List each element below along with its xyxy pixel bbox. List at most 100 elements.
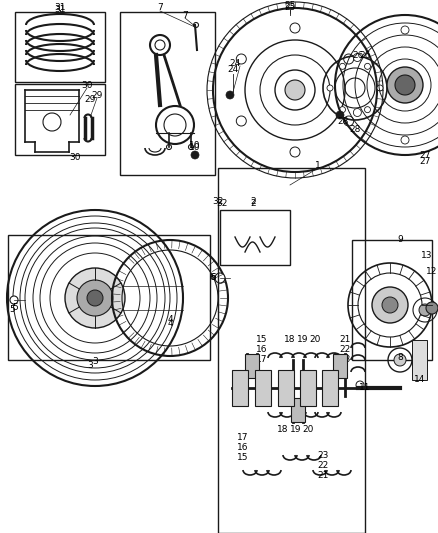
Text: 23: 23 xyxy=(317,450,328,459)
Text: 16: 16 xyxy=(237,442,249,451)
Text: 22: 22 xyxy=(339,345,351,354)
Text: 32: 32 xyxy=(216,199,228,208)
Bar xyxy=(333,354,347,378)
Circle shape xyxy=(226,91,234,99)
Text: 6: 6 xyxy=(209,273,215,282)
Bar xyxy=(278,370,294,406)
Text: 28: 28 xyxy=(350,125,360,134)
Circle shape xyxy=(364,63,371,69)
Text: 25: 25 xyxy=(284,3,296,12)
Text: 7: 7 xyxy=(182,11,188,20)
Text: 12: 12 xyxy=(426,268,438,277)
Bar xyxy=(220,210,290,265)
Text: 6: 6 xyxy=(210,272,216,281)
Bar xyxy=(8,235,210,360)
Circle shape xyxy=(237,116,246,126)
Text: 13: 13 xyxy=(421,251,433,260)
Text: 18: 18 xyxy=(284,335,296,344)
Bar xyxy=(120,12,215,175)
Bar xyxy=(291,398,305,422)
Text: 2: 2 xyxy=(250,198,256,207)
Bar xyxy=(300,370,316,406)
Text: 3: 3 xyxy=(92,358,98,367)
Circle shape xyxy=(419,304,431,316)
Text: 5: 5 xyxy=(9,305,15,314)
Text: 21: 21 xyxy=(339,335,351,344)
Text: 18: 18 xyxy=(277,425,289,434)
Circle shape xyxy=(215,273,225,283)
Text: 15: 15 xyxy=(256,335,268,344)
Text: 24: 24 xyxy=(227,66,239,75)
Text: 19: 19 xyxy=(290,425,302,434)
Text: 28: 28 xyxy=(337,117,349,126)
Circle shape xyxy=(394,354,406,366)
Circle shape xyxy=(382,297,398,313)
Circle shape xyxy=(344,54,354,64)
Bar xyxy=(322,370,338,406)
Text: 14: 14 xyxy=(414,376,426,384)
Text: 29: 29 xyxy=(91,91,102,100)
Text: 5: 5 xyxy=(12,303,18,311)
Text: 25: 25 xyxy=(284,2,296,11)
Text: 24: 24 xyxy=(230,59,240,68)
Bar xyxy=(412,340,427,380)
Text: 22: 22 xyxy=(318,461,328,470)
Circle shape xyxy=(372,287,408,323)
Circle shape xyxy=(65,268,125,328)
Circle shape xyxy=(77,280,113,316)
Text: 8: 8 xyxy=(397,353,403,362)
Bar xyxy=(352,240,432,360)
Circle shape xyxy=(339,107,346,112)
Text: 10: 10 xyxy=(189,142,201,151)
Text: 27: 27 xyxy=(419,150,431,159)
Circle shape xyxy=(87,290,103,306)
Bar xyxy=(232,370,248,406)
Circle shape xyxy=(364,107,371,112)
Text: 31: 31 xyxy=(54,4,66,13)
Text: 26: 26 xyxy=(359,51,371,60)
Circle shape xyxy=(191,151,199,159)
Circle shape xyxy=(377,85,383,91)
Text: 17: 17 xyxy=(237,432,249,441)
Text: 1: 1 xyxy=(315,160,321,169)
Text: 4: 4 xyxy=(167,319,173,327)
Text: 26: 26 xyxy=(352,51,364,60)
Circle shape xyxy=(353,53,361,61)
Text: 32: 32 xyxy=(212,198,224,206)
Bar xyxy=(245,354,259,378)
Circle shape xyxy=(387,67,423,103)
Text: 27: 27 xyxy=(419,157,431,166)
Text: 4: 4 xyxy=(167,316,173,325)
Circle shape xyxy=(285,80,305,100)
Bar xyxy=(255,370,271,406)
Circle shape xyxy=(336,111,344,119)
Text: 31: 31 xyxy=(54,3,66,12)
Circle shape xyxy=(395,75,415,95)
Text: 15: 15 xyxy=(237,453,249,462)
Text: 20: 20 xyxy=(309,335,321,344)
Circle shape xyxy=(237,54,246,64)
Text: 16: 16 xyxy=(256,345,268,354)
Text: 10: 10 xyxy=(189,141,201,149)
Circle shape xyxy=(401,136,409,144)
Bar xyxy=(15,12,105,82)
Circle shape xyxy=(356,381,364,389)
Text: 20: 20 xyxy=(302,425,314,434)
Text: 21: 21 xyxy=(317,471,328,480)
Text: 30: 30 xyxy=(69,154,81,163)
Text: 2: 2 xyxy=(250,198,256,206)
Circle shape xyxy=(401,26,409,34)
Text: 19: 19 xyxy=(297,335,309,344)
Text: 29: 29 xyxy=(84,95,95,104)
Bar xyxy=(15,84,105,155)
Text: 23: 23 xyxy=(339,356,351,365)
Circle shape xyxy=(426,302,438,314)
Text: 9: 9 xyxy=(397,236,403,245)
Text: 30: 30 xyxy=(81,80,93,90)
Bar xyxy=(218,168,365,533)
Text: 11: 11 xyxy=(359,384,371,392)
Text: 3: 3 xyxy=(87,360,93,369)
Circle shape xyxy=(327,85,333,91)
Text: 7: 7 xyxy=(157,4,163,12)
Circle shape xyxy=(344,116,354,126)
